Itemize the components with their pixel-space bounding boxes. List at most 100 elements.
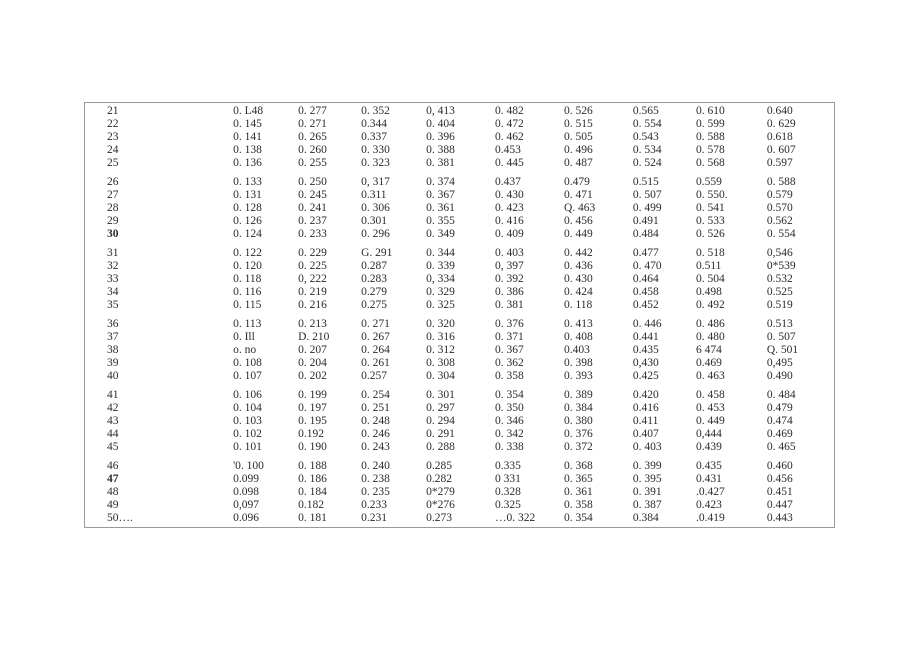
cell: 0. 349 [426,228,495,241]
data-table: 210. L480. 2770. 3520, 4130. 4820. 5260.… [84,102,835,528]
cell: 0.562 [767,215,826,228]
cell: 0. 515 [564,118,633,131]
cell: 0. 304 [426,370,495,383]
cell: 0. 245 [298,189,361,202]
cell: 0. 518 [696,247,767,260]
row-index: 39 [93,357,233,370]
cell: 0. 102 [233,428,298,441]
cell: 0. 445 [495,157,564,170]
table-row: 420. 1040. 1970. 2510. 2970. 3500. 3840.… [93,402,826,415]
cell: 0. 392 [495,273,564,286]
cell: 0. 277 [298,105,361,118]
row-index: 26 [93,176,233,189]
table-row: 440. 1020.1920. 2460. 2910. 3420. 3760.4… [93,428,826,441]
cell: 0. 381 [495,299,564,312]
cell: 0. 395 [633,473,696,486]
cell: 0.511 [696,260,767,273]
row-index: 25 [93,157,233,170]
cell: 0. 430 [564,273,633,286]
cell: 0.182 [298,499,361,512]
cell: 0. 372 [564,441,633,454]
cell: 0. 329 [426,286,495,299]
cell: 0. 301 [426,389,495,402]
cell: 0, 397 [495,260,564,273]
table-row: 310. 1220. 229G. 2910. 3440. 4030. 4420.… [93,247,826,260]
cell: 0.543 [633,131,696,144]
cell: 0. 393 [564,370,633,383]
cell: 0. 462 [495,131,564,144]
cell: 0. 396 [426,131,495,144]
row-index: 31 [93,247,233,260]
cell: 0. 241 [298,202,361,215]
cell: Q. 501 [767,344,826,357]
cell: 0.328 [495,486,564,499]
cell: 0. 233 [298,228,361,241]
cell: 0.447 [767,499,826,512]
cell: 0. 403 [495,247,564,260]
cell: 0.403 [564,344,633,357]
cell: 0. 610 [696,105,767,118]
row-index: 29 [93,215,233,228]
cell: 0. 430 [495,189,564,202]
cell: 0,546 [767,247,826,260]
cell: 0. 113 [233,318,298,331]
cell: 0. 255 [298,157,361,170]
cell: 0. 550. [696,189,767,202]
table-row: 46'0. 1000. 1880. 2400.2850.3350. 3680. … [93,460,826,473]
table-row: 340. 1160. 2190.2790. 3290. 3860. 4240.4… [93,286,826,299]
cell: 0.484 [633,228,696,241]
cell: 0. 381 [426,157,495,170]
cell: 0. 136 [233,157,298,170]
row-index: 38 [93,344,233,357]
cell: 0.279 [361,286,426,299]
row-index: 22 [93,118,233,131]
cell: Q. 463 [564,202,633,215]
cell: 0. 458 [696,389,767,402]
cell: 0.283 [361,273,426,286]
cell: 0 331 [495,473,564,486]
table-row: 450. 1010. 1900. 2430. 2880. 3380. 3720.… [93,441,826,454]
cell: 0. 568 [696,157,767,170]
cell: 0. 297 [426,402,495,415]
cell: 0. 389 [564,389,633,402]
cell: 0. 526 [696,228,767,241]
table-row: 250. 1360. 2550. 3230. 3810. 4450. 4870.… [93,157,826,170]
cell: 0. 104 [233,402,298,415]
table-block: 360. 1130. 2130. 2710. 3200. 3760. 4130.… [93,318,826,383]
cell: 0. 243 [361,441,426,454]
cell: 0. 376 [495,318,564,331]
cell: 0.285 [426,460,495,473]
table-row: 430. 1030. 1950. 2480. 2940. 3460. 3800.… [93,415,826,428]
cell: 0. 354 [495,389,564,402]
cell: 0. 118 [233,273,298,286]
cell: 0. 507 [633,189,696,202]
row-index: 40 [93,370,233,383]
cell: 0*279 [426,486,495,499]
cell: 0.479 [564,176,633,189]
cell: 0. 409 [495,228,564,241]
cell: 0. 197 [298,402,361,415]
cell: 0.098 [233,486,298,499]
cell: 0,430 [633,357,696,370]
cell: …0. 322 [495,512,564,525]
cell: 0. 190 [298,441,361,454]
cell: 0. 526 [564,105,633,118]
table-row: 280. 1280. 2410. 3060. 3610. 423Q. 4630.… [93,202,826,215]
cell: 0.099 [233,473,298,486]
cell: 0.441 [633,331,696,344]
cell: 0. 484 [767,389,826,402]
table-row: 330. 1180, 2220.2830, 3340. 3920. 4300.4… [93,273,826,286]
cell: 0. 306 [361,202,426,215]
cell: 0.096 [233,512,298,525]
cell: 0. 496 [564,144,633,157]
table-row: 240. 1380. 2600. 3300. 3880.4530. 4960. … [93,144,826,157]
cell: '0. 100 [233,460,298,473]
cell: 0. 116 [233,286,298,299]
cell: 0. 237 [298,215,361,228]
row-index: 27 [93,189,233,202]
cell: 0. 499 [633,202,696,215]
table-row: 370. IllD. 2100. 2670. 3160. 3710. 4080.… [93,331,826,344]
cell: 0. 246 [361,428,426,441]
table-row: 260. 1330. 2500, 3170. 3740.4370.4790.51… [93,176,826,189]
cell: 0. 416 [495,215,564,228]
